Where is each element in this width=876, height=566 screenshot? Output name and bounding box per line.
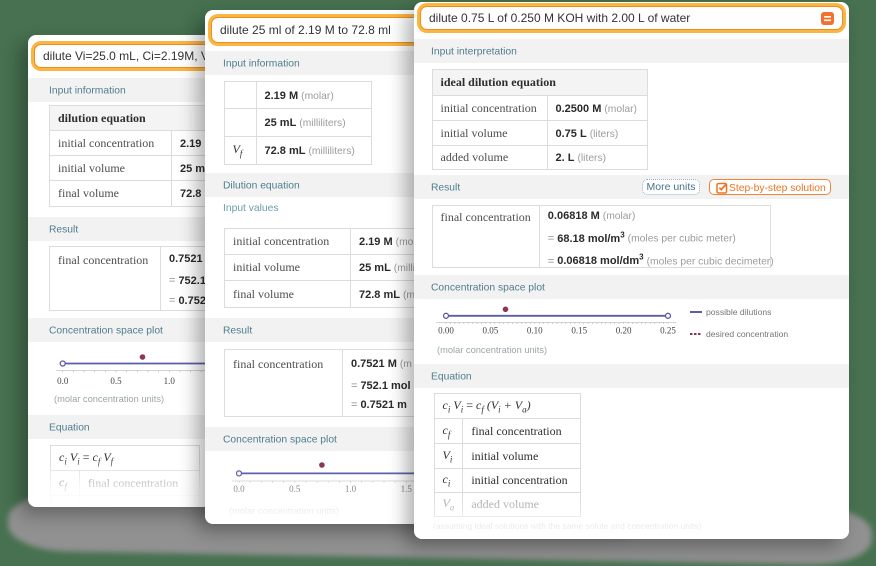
svg-text:1.0: 1.0 bbox=[164, 376, 176, 386]
svg-text:possible dilutions: possible dilutions bbox=[706, 307, 771, 317]
svg-text:0.20: 0.20 bbox=[616, 325, 632, 335]
svg-text:0.05: 0.05 bbox=[483, 325, 499, 335]
svg-text:0.0: 0.0 bbox=[57, 376, 69, 386]
svg-text:0.00: 0.00 bbox=[438, 325, 454, 335]
svg-text:0.15: 0.15 bbox=[571, 325, 587, 335]
svg-text:desired concentration: desired concentration bbox=[706, 329, 788, 339]
svg-text:0.10: 0.10 bbox=[527, 325, 543, 335]
svg-text:0.5: 0.5 bbox=[110, 376, 122, 386]
svg-text:0.25: 0.25 bbox=[660, 325, 676, 335]
